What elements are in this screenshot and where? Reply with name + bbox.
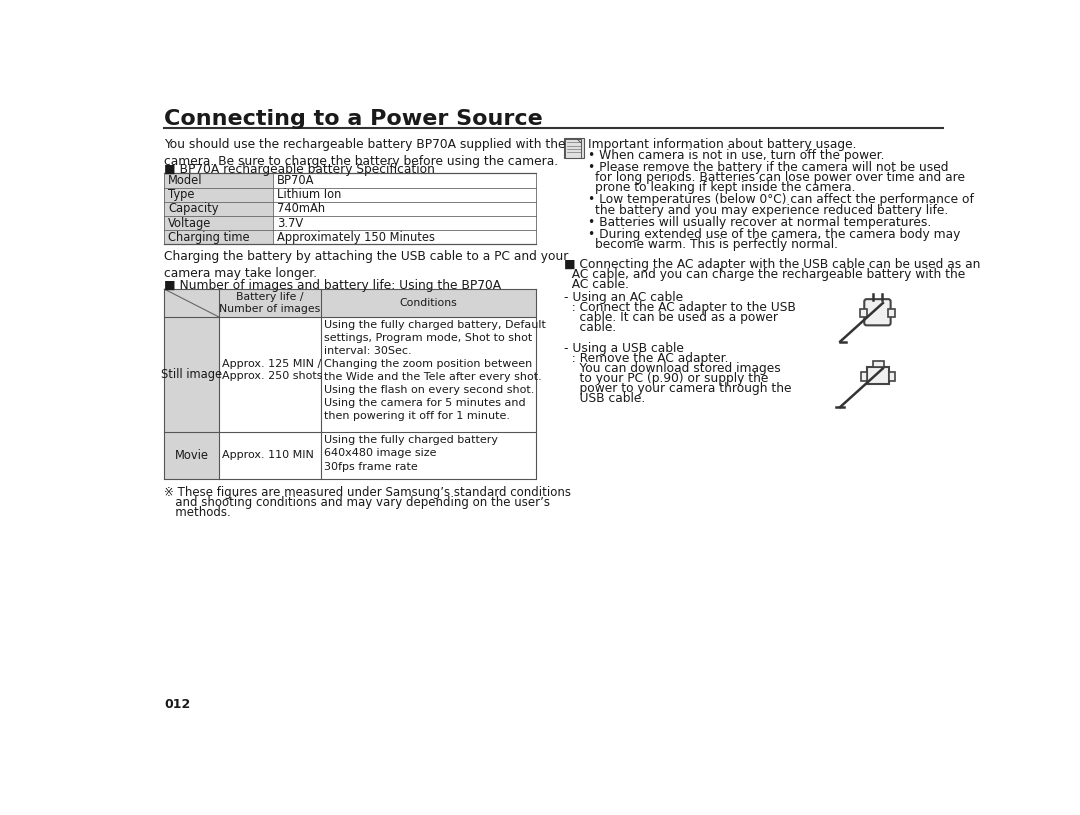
Text: 3.7V: 3.7V <box>276 217 303 230</box>
Bar <box>164 433 218 478</box>
Text: cable. It can be used as a power: cable. It can be used as a power <box>564 311 778 324</box>
Bar <box>218 433 321 478</box>
Bar <box>164 174 273 187</box>
Text: ■ Connecting the AC adapter with the USB cable can be used as an: ■ Connecting the AC adapter with the USB… <box>564 258 980 271</box>
Text: cable.: cable. <box>564 321 616 334</box>
Text: • Batteries will usually recover at normal temperatures.: • Batteries will usually recover at norm… <box>589 216 932 229</box>
Text: Lithium Ion: Lithium Ion <box>276 188 341 201</box>
Text: • Please remove the battery if the camera will not be used: • Please remove the battery if the camer… <box>589 161 949 174</box>
Text: Important information about battery usage.: Important information about battery usag… <box>589 138 856 151</box>
Text: : Remove the AC adapter.: : Remove the AC adapter. <box>564 351 728 364</box>
Text: Model: Model <box>168 174 203 187</box>
Text: Type: Type <box>168 188 194 201</box>
Bar <box>164 231 273 244</box>
Text: Charging time: Charging time <box>168 231 249 244</box>
Text: ■ Number of images and battery life: Using the BP70A: ■ Number of images and battery life: Usi… <box>164 279 501 292</box>
Bar <box>164 216 273 231</box>
Text: Using the fully charged battery
640x480 image size
30fps frame rate: Using the fully charged battery 640x480 … <box>324 435 498 472</box>
Text: - Using an AC cable: - Using an AC cable <box>564 292 683 305</box>
Text: Conditions: Conditions <box>400 298 458 308</box>
Text: BP70A: BP70A <box>276 174 314 187</box>
Bar <box>867 367 889 384</box>
Bar <box>218 289 321 317</box>
Text: Capacity: Capacity <box>168 202 219 215</box>
Text: • During extended use of the camera, the camera body may: • During extended use of the camera, the… <box>589 227 961 240</box>
Text: Movie: Movie <box>175 449 208 462</box>
Text: ※ These figures are measured under Samsung’s standard conditions: ※ These figures are measured under Samsu… <box>164 487 571 500</box>
Text: Voltage: Voltage <box>168 217 212 230</box>
FancyBboxPatch shape <box>864 299 891 325</box>
Bar <box>273 202 537 216</box>
Text: - Using a USB cable: - Using a USB cable <box>564 341 684 355</box>
Bar <box>889 372 895 381</box>
Text: AC cable.: AC cable. <box>564 278 629 291</box>
Bar <box>861 309 866 317</box>
Bar <box>861 372 867 381</box>
Bar <box>873 361 883 367</box>
Bar <box>218 317 321 433</box>
Bar <box>273 187 537 202</box>
Text: become warm. This is perfectly normal.: become warm. This is perfectly normal. <box>595 238 838 251</box>
Text: and shooting conditions and may vary depending on the user’s: and shooting conditions and may vary dep… <box>164 496 551 509</box>
Text: • When camera is not in use, turn off the power.: • When camera is not in use, turn off th… <box>589 148 885 161</box>
Text: Still image: Still image <box>161 368 222 381</box>
Text: Using the fully charged battery, Default
settings, Program mode, Shot to shot
in: Using the fully charged battery, Default… <box>324 320 546 421</box>
Text: Approx. 110 MIN: Approx. 110 MIN <box>221 451 313 460</box>
Bar <box>164 187 273 202</box>
Bar <box>321 317 537 433</box>
Text: AC cable, and you can charge the rechargeable battery with the: AC cable, and you can charge the recharg… <box>564 267 964 280</box>
Text: prone to leaking if kept inside the camera.: prone to leaking if kept inside the came… <box>595 182 855 194</box>
Bar <box>273 216 537 231</box>
Text: power to your camera through the: power to your camera through the <box>564 381 791 394</box>
Bar <box>164 202 273 216</box>
Text: 012: 012 <box>164 698 191 711</box>
Text: USB cable.: USB cable. <box>564 391 645 404</box>
Text: : Connect the AC adapter to the USB: : Connect the AC adapter to the USB <box>564 302 796 315</box>
Bar <box>321 433 537 478</box>
Bar <box>889 309 894 317</box>
Text: methods.: methods. <box>164 506 231 519</box>
Text: Approximately 150 Minutes: Approximately 150 Minutes <box>276 231 435 244</box>
Text: the battery and you may experience reduced battery life.: the battery and you may experience reduc… <box>595 204 948 217</box>
Bar <box>273 231 537 244</box>
Bar <box>164 289 218 317</box>
Text: for long periods. Batteries can lose power over time and are: for long periods. Batteries can lose pow… <box>595 171 966 184</box>
Text: ■ BP70A rechargeable battery Specification: ■ BP70A rechargeable battery Specificati… <box>164 163 435 176</box>
Bar <box>564 138 583 158</box>
Bar <box>164 317 218 433</box>
Text: to your PC (p.90) or supply the: to your PC (p.90) or supply the <box>564 372 768 385</box>
Bar <box>321 289 537 317</box>
Text: Connecting to a Power Source: Connecting to a Power Source <box>164 109 543 130</box>
Text: Charging the battery by attaching the USB cable to a PC and your
camera may take: Charging the battery by attaching the US… <box>164 250 569 280</box>
Text: 740mAh: 740mAh <box>276 202 325 215</box>
Text: • Low temperatures (below 0°C) can affect the performance of: • Low temperatures (below 0°C) can affec… <box>589 193 974 206</box>
Text: You can download stored images: You can download stored images <box>564 362 781 375</box>
Text: Approx. 125 MIN /
Approx. 250 shots: Approx. 125 MIN / Approx. 250 shots <box>221 359 322 381</box>
Bar <box>273 174 537 187</box>
Text: Battery life /
Number of images: Battery life / Number of images <box>219 292 321 315</box>
Text: You should use the rechargeable battery BP70A supplied with the
camera. Be sure : You should use the rechargeable battery … <box>164 138 566 169</box>
